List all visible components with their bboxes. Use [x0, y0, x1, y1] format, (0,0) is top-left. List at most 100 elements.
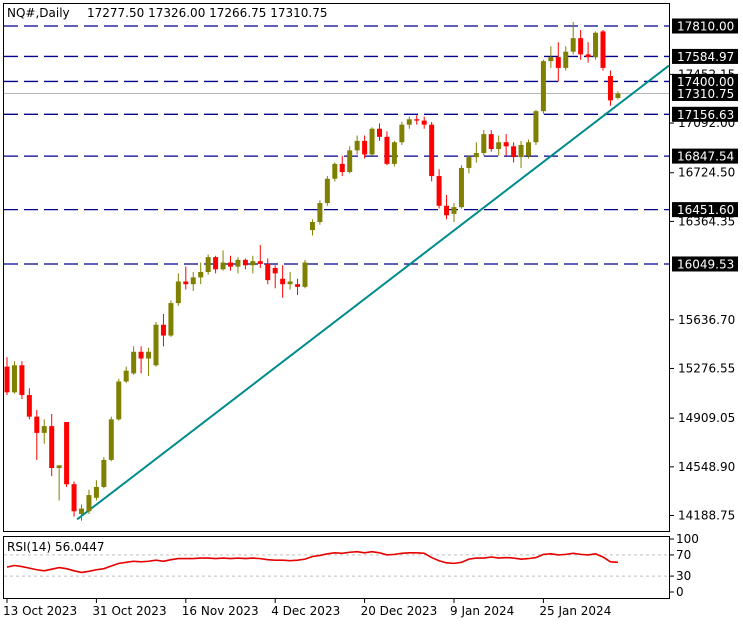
candle-body — [49, 426, 55, 469]
level-label: 17584.97 — [677, 50, 734, 64]
candle-body — [101, 459, 107, 487]
y-tick-label: 14188.75 — [678, 509, 735, 523]
candle-body — [272, 267, 278, 274]
candle-body — [79, 508, 84, 514]
candle-body — [377, 128, 382, 137]
current-price-label-box — [672, 85, 738, 101]
level-label: 17400.00 — [677, 75, 734, 89]
candle-body — [93, 486, 99, 498]
candle-body — [421, 120, 427, 125]
x-tick-label: 16 Nov 2023 — [182, 604, 259, 618]
level-label-box — [672, 48, 738, 64]
candle-body — [481, 134, 487, 154]
candle-body — [578, 38, 584, 55]
y-axis: 14188.75 14548.90 14909.05 15276.55 15636.70… — [669, 67, 735, 523]
candle-body — [600, 31, 606, 68]
candle-body — [570, 38, 576, 52]
candle-body — [131, 351, 137, 374]
y-tick-label: 16724.50 — [678, 166, 735, 180]
rsi-label: RSI(14) 56.0447 — [7, 540, 105, 554]
y-tick-label: 15636.70 — [678, 313, 735, 327]
candle-body — [339, 163, 345, 172]
candle-body — [108, 419, 114, 460]
candles — [4, 21, 621, 521]
candle-body — [71, 484, 77, 512]
candle-body — [123, 370, 129, 382]
main-panel-frame — [3, 3, 670, 532]
candle-body — [555, 57, 561, 68]
rsi-indicator: 100 70 30 0 — [4, 532, 699, 599]
candle-body — [153, 324, 159, 366]
candle-body — [138, 351, 144, 359]
candle-body — [354, 140, 360, 151]
rsi-panel-frame — [3, 536, 670, 599]
candle-body — [399, 124, 405, 143]
candle-body — [295, 284, 301, 287]
candle-body — [563, 51, 569, 68]
x-tick-label: 31 Oct 2023 — [92, 604, 166, 618]
trendline-layer — [76, 64, 670, 521]
candle-body — [146, 351, 152, 359]
candle-body — [175, 281, 181, 304]
candle-body — [265, 263, 271, 281]
candle-body — [213, 257, 219, 270]
candle-body — [615, 93, 621, 98]
chart-header: NQ#,Daily — [7, 6, 70, 20]
candle-body — [116, 381, 122, 420]
candle-body — [86, 495, 92, 512]
candle-body — [526, 142, 531, 156]
candle-body — [34, 416, 40, 433]
candle-body — [585, 54, 591, 58]
candle-body — [369, 128, 375, 155]
candle-body — [518, 144, 524, 158]
candle-body — [26, 395, 32, 417]
candle-body — [324, 178, 330, 204]
level-label: 16049.53 — [677, 257, 734, 271]
rsi-level-label: 70 — [676, 548, 691, 562]
candle-body — [302, 262, 308, 287]
level-label-box — [672, 202, 738, 218]
candle-body — [533, 111, 539, 143]
candle-body — [511, 146, 517, 158]
x-tick-label: 13 Oct 2023 — [3, 604, 77, 618]
candle-body — [317, 203, 323, 223]
candle-body — [406, 119, 412, 125]
level-label-box — [672, 73, 738, 89]
candle-body — [160, 324, 166, 336]
level-label: 17156.63 — [677, 108, 734, 122]
candle-body — [548, 57, 554, 62]
x-tick-label: 4 Dec 2023 — [271, 604, 340, 618]
rsi-level-label: 0 — [676, 585, 684, 599]
candle-body — [11, 365, 17, 393]
candle-body — [488, 134, 494, 150]
horizontal-levels — [4, 25, 669, 265]
candle-body — [4, 366, 10, 393]
candle-body — [190, 277, 196, 285]
candle-body — [41, 426, 47, 433]
rsi-level-label: 100 — [676, 532, 699, 546]
candle-body — [444, 205, 450, 216]
candle-body — [205, 257, 211, 273]
level-label: 16451.60 — [677, 203, 734, 217]
candle-body — [384, 136, 390, 164]
candle-body — [56, 465, 62, 469]
candle-body — [429, 124, 435, 177]
candle-body — [593, 32, 599, 58]
candle-body — [458, 167, 464, 208]
candle-body — [242, 259, 248, 266]
rsi-level-label: 30 — [676, 569, 691, 583]
candle-body — [257, 261, 263, 264]
candle-body — [250, 261, 256, 266]
candle-body — [220, 262, 226, 270]
candle-body — [496, 142, 502, 150]
level-label-box — [672, 106, 738, 122]
trendline — [76, 64, 670, 521]
level-label: 17810.00 — [677, 20, 734, 34]
candle-body — [287, 281, 293, 285]
y-tick-label: 15276.55 — [678, 361, 735, 375]
level-label: 16847.54 — [677, 150, 734, 164]
candle-body — [362, 140, 368, 155]
candle-body — [198, 272, 204, 278]
x-tick-label: 20 Dec 2023 — [361, 604, 438, 618]
